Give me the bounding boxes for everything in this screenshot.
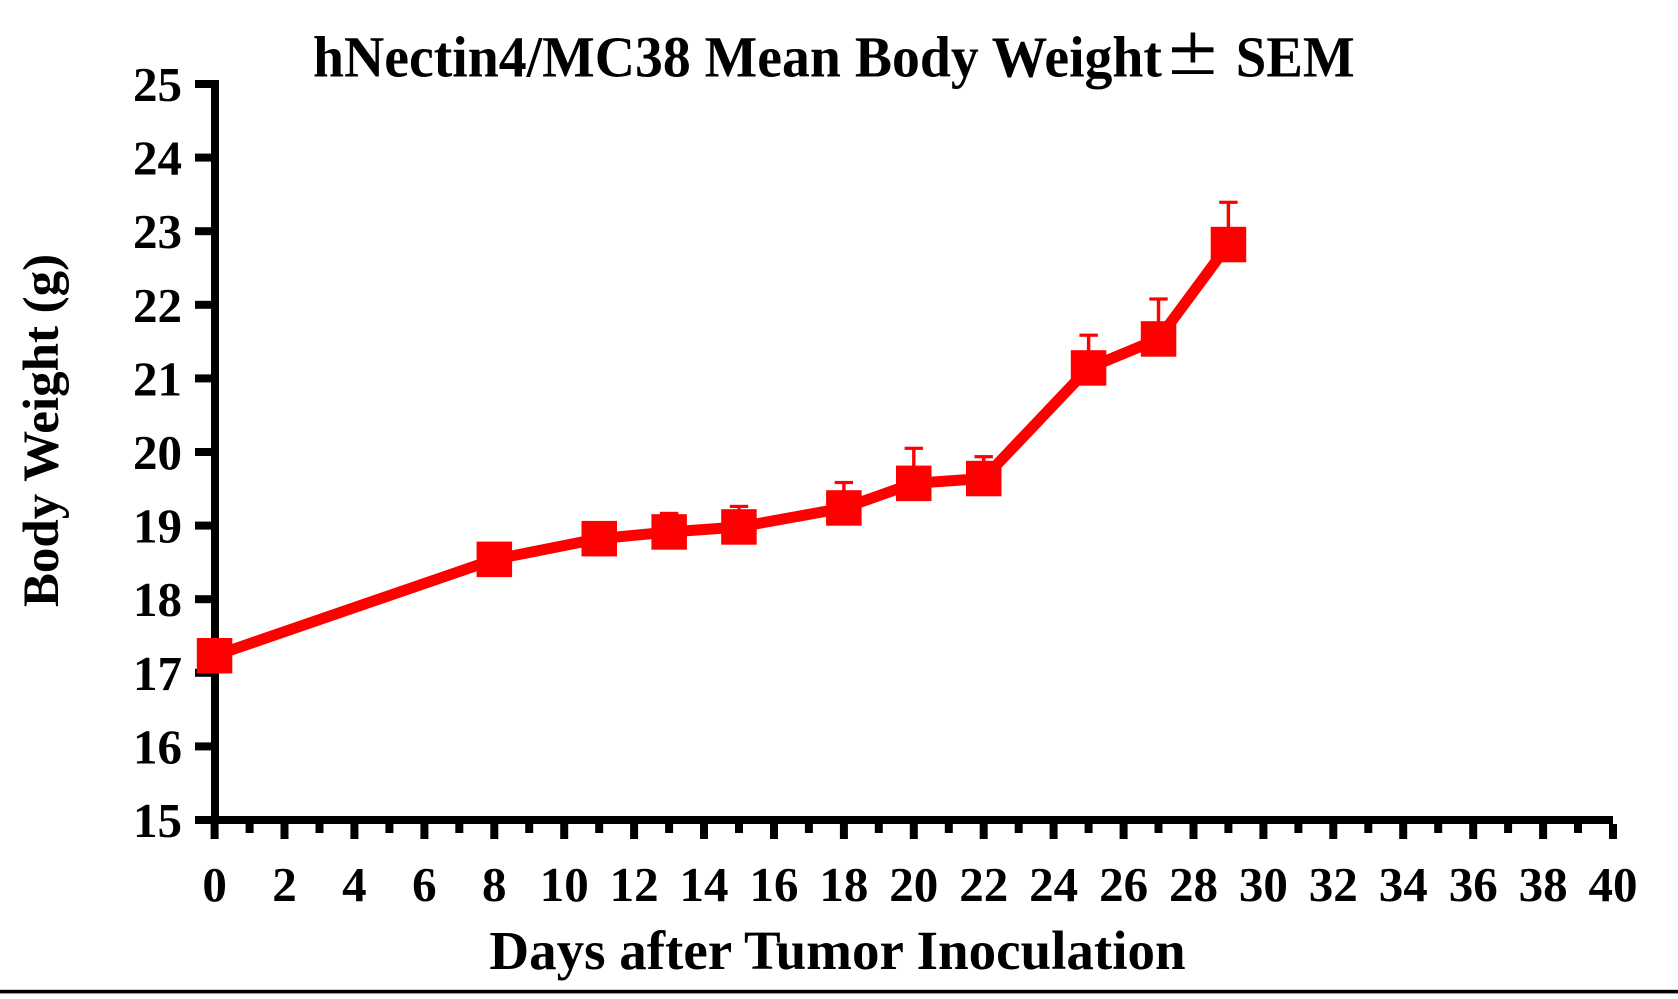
svg-text:18: 18 (819, 857, 868, 912)
svg-text:16: 16 (133, 719, 182, 774)
svg-text:34: 34 (1379, 857, 1428, 912)
svg-text:16: 16 (750, 857, 799, 912)
svg-text:24: 24 (1029, 857, 1078, 912)
svg-text:17: 17 (133, 646, 182, 701)
svg-text:10: 10 (540, 857, 589, 912)
svg-text:20: 20 (133, 425, 182, 480)
svg-text:20: 20 (889, 857, 938, 912)
svg-text:6: 6 (412, 857, 437, 912)
svg-text:4: 4 (342, 857, 367, 912)
svg-text:32: 32 (1309, 857, 1358, 912)
svg-text:25: 25 (133, 57, 182, 112)
svg-text:Body Weight (g): Body Weight (g) (14, 254, 70, 607)
svg-text:23: 23 (133, 204, 182, 259)
svg-text:8: 8 (482, 857, 507, 912)
svg-text:36: 36 (1449, 857, 1498, 912)
svg-text:22: 22 (133, 278, 182, 333)
svg-text:SEM: SEM (1236, 24, 1355, 89)
svg-text:28: 28 (1169, 857, 1218, 912)
svg-text:14: 14 (680, 857, 729, 912)
svg-text:30: 30 (1239, 857, 1288, 912)
svg-text:40: 40 (1589, 857, 1638, 912)
svg-text:15: 15 (133, 793, 182, 848)
svg-text:19: 19 (133, 499, 182, 554)
svg-text:Days after Tumor Inoculation: Days after Tumor Inoculation (489, 920, 1185, 981)
svg-text:21: 21 (133, 351, 182, 406)
svg-text:38: 38 (1519, 857, 1568, 912)
svg-text:0: 0 (202, 857, 227, 912)
svg-text:26: 26 (1099, 857, 1148, 912)
svg-text:2: 2 (272, 857, 297, 912)
svg-text:12: 12 (610, 857, 659, 912)
svg-text:22: 22 (959, 857, 1008, 912)
svg-text:hNectin4/MC38 Mean Body Weight: hNectin4/MC38 Mean Body Weight (313, 24, 1163, 89)
svg-text:18: 18 (133, 572, 182, 627)
svg-text:24: 24 (133, 131, 182, 186)
